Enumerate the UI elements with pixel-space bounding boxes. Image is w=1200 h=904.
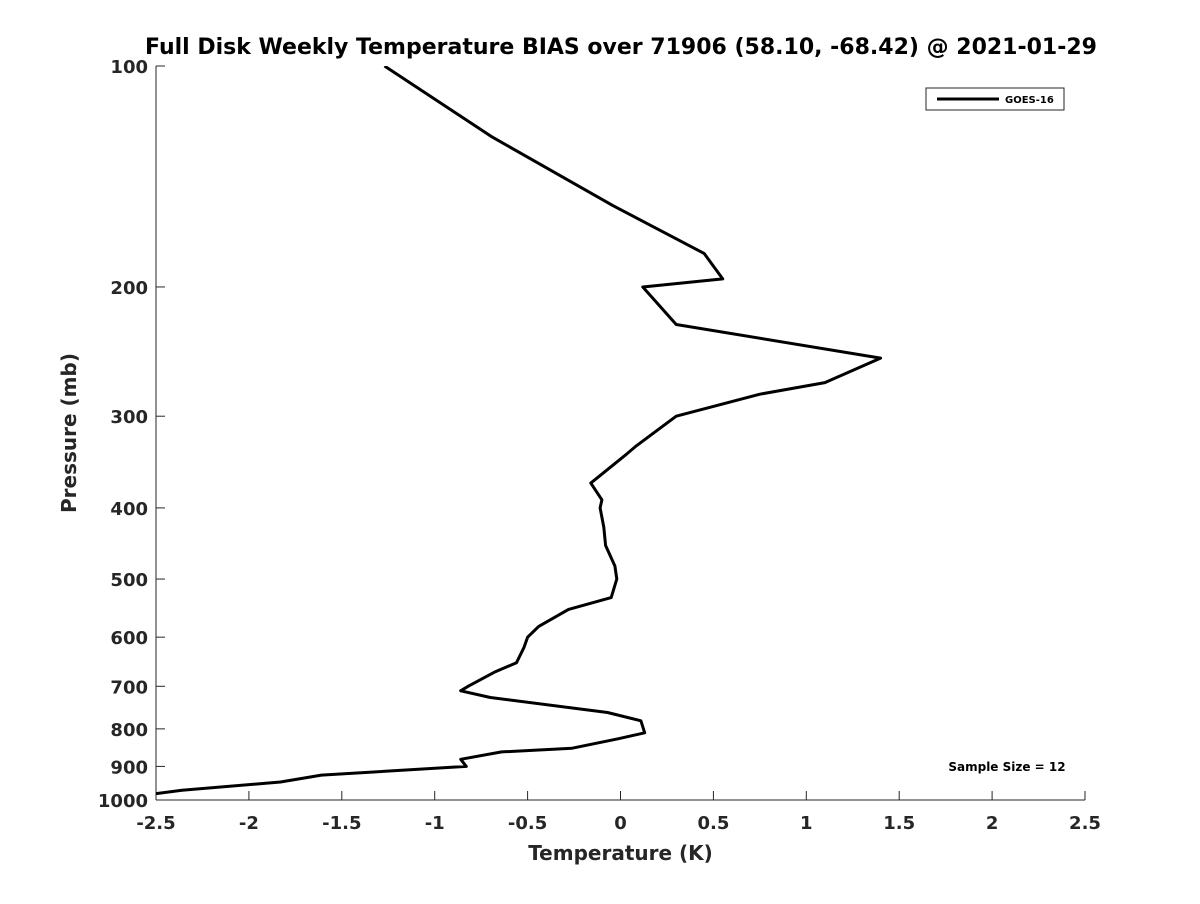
x-tick-label: 2.5 xyxy=(1069,813,1101,834)
y-axis-label: Pressure (mb) xyxy=(57,353,81,513)
legend: GOES-16 xyxy=(925,87,1065,111)
x-tick-label: 0 xyxy=(614,813,627,834)
y-tick-label: 300 xyxy=(110,407,148,428)
y-axis-ticks: 100 200 300 400 500 600 700 800 900 1000 xyxy=(98,57,165,812)
x-axis-label: Temperature (K) xyxy=(528,841,713,865)
legend-label-goes-16: GOES-16 xyxy=(1005,95,1054,106)
x-tick-label: -2.5 xyxy=(136,813,175,834)
chart-title: Full Disk Weekly Temperature BIAS over 7… xyxy=(145,35,1097,60)
series-layer xyxy=(156,66,883,796)
x-tick-label: 1 xyxy=(800,813,813,834)
x-tick-label: -2 xyxy=(239,813,259,834)
x-tick-label: -1 xyxy=(425,813,445,834)
y-tick-label: 600 xyxy=(110,628,148,649)
series-line-goes-16 xyxy=(156,66,883,796)
x-tick-label: 1.5 xyxy=(883,813,915,834)
y-tick-label: 200 xyxy=(110,278,148,299)
y-tick-label: 700 xyxy=(110,677,148,698)
y-tick-label: 500 xyxy=(110,570,148,591)
y-tick-label: 400 xyxy=(110,499,148,520)
y-tick-label: 100 xyxy=(110,57,148,78)
x-tick-label: 2 xyxy=(986,813,999,834)
x-tick-label: 0.5 xyxy=(697,813,729,834)
sample-size-annotation: Sample Size = 12 xyxy=(948,760,1065,774)
y-tick-label: 1000 xyxy=(98,791,148,812)
plot-area: -2.5 -2 -1.5 -1 -0.5 0 0.5 1 1.5 2 2.5 100 200 300 40… xyxy=(98,57,1101,834)
x-tick-label: -1.5 xyxy=(322,813,361,834)
x-axis-ticks: -2.5 -2 -1.5 -1 -0.5 0 0.5 1 1.5 2 2.5 xyxy=(136,791,1101,834)
x-tick-label: -0.5 xyxy=(508,813,547,834)
y-tick-label: 800 xyxy=(110,720,148,741)
y-tick-label: 900 xyxy=(110,757,148,778)
